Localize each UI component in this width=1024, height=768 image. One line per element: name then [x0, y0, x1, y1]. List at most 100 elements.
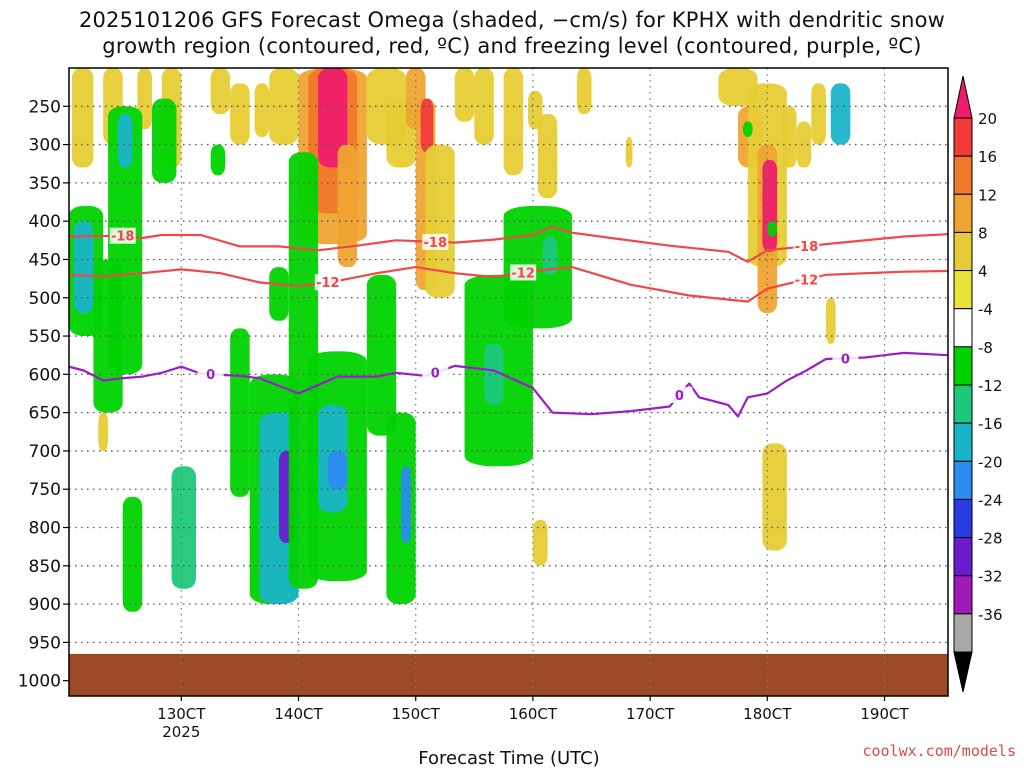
omega-region [532, 519, 548, 566]
colorbar-swatch [953, 308, 973, 348]
omega-region [537, 113, 558, 199]
omega-region [742, 121, 753, 137]
colorbar: 20 16 12 8 4 -4 -8 -12 -16 -20 -24 -28 -32 -36 [953, 75, 1003, 693]
y-tick-label: 900 [29, 595, 61, 615]
colorbar-swatch [953, 575, 973, 615]
omega-region [269, 68, 299, 145]
y-tick-label: 500 [29, 289, 61, 309]
omega-region [210, 144, 226, 176]
colorbar-label: -8 [978, 339, 993, 357]
y-tick-label: 450 [29, 250, 61, 270]
contour-label: 0 [841, 352, 850, 367]
colorbar-bottom-arrow [953, 651, 973, 693]
omega-region [117, 113, 133, 168]
omega-region [454, 68, 475, 122]
contour-label: -18 [424, 236, 448, 251]
colorbar-label: -20 [978, 453, 1003, 471]
omega-region [230, 83, 250, 145]
terrain-surface [69, 653, 948, 696]
x-tick-label: 150CT [392, 705, 441, 723]
y-tick-label: 850 [29, 557, 61, 577]
contour-label: -18 [111, 230, 135, 245]
contour-line [69, 266, 948, 303]
x-year-label: 2025 [162, 723, 200, 741]
omega-region [542, 236, 558, 275]
plot-frame [68, 67, 949, 697]
omega-region [366, 274, 397, 436]
contour-label-bg [422, 364, 449, 381]
colorbar-label: 12 [978, 186, 997, 204]
omega-region [254, 83, 270, 137]
contour-label-bg [109, 227, 136, 244]
omega-region [503, 68, 524, 176]
omega-region [762, 443, 787, 551]
chart-title-line-1: 2025101206 GFS Forecast Omega (shaded, −… [78, 8, 946, 32]
omega-region [269, 267, 289, 321]
omega-region [830, 83, 851, 145]
colorbar-label: 20 [978, 110, 997, 128]
contour-label-bg [832, 350, 859, 367]
y-tick-label: 650 [29, 404, 61, 424]
x-tick-label: 160CT [509, 705, 558, 723]
contour-label: 0 [675, 389, 684, 404]
colorbar-swatch [953, 384, 973, 424]
colorbar-swatch [953, 231, 973, 272]
contour-label-bg [510, 264, 537, 281]
colorbar-swatch [953, 537, 973, 577]
colorbar-label: 16 [978, 148, 997, 166]
contour-label-bg [793, 271, 820, 288]
contour-line [69, 351, 948, 418]
contour-label-bg [422, 233, 449, 250]
colorbar-label: -36 [978, 606, 1003, 624]
omega-region [767, 221, 778, 237]
colorbar-swatch [953, 613, 973, 653]
omega-region [386, 412, 416, 605]
grid-lines [69, 68, 948, 696]
contour-label: -12 [316, 276, 340, 291]
y-tick-label: 1000 [18, 672, 61, 692]
colorbar-swatch [953, 270, 973, 310]
y-tick-label: 350 [29, 174, 61, 194]
temperature-contours: -18 -18 -18 -12 -12 -12 0 0 0 0 [69, 225, 948, 418]
omega-region [781, 106, 797, 168]
omega-region [762, 159, 778, 252]
y-tick-label: 250 [29, 97, 61, 117]
x-axis: 130CT 140CT 150CT 160CT 170CT 180CT 190CT 2025 [157, 696, 909, 741]
y-tick-label: 400 [29, 212, 61, 232]
omega-region [71, 68, 94, 168]
colorbar-label: -28 [978, 530, 1003, 548]
x-tick-label: 180CT [743, 705, 792, 723]
omega-region [401, 466, 411, 543]
y-tick-label: 800 [29, 519, 61, 539]
omega-region [811, 83, 826, 145]
terrain-fill [69, 653, 948, 696]
colorbar-swatch [953, 117, 973, 157]
contour-label-bg [793, 238, 820, 255]
omega-region [327, 450, 348, 490]
colorbar-label: -32 [978, 568, 1003, 586]
contour-line [69, 225, 948, 263]
contour-label: -18 [795, 240, 819, 255]
colorbar-top-arrow [953, 75, 973, 119]
contour-label-bg [197, 366, 224, 383]
y-axis: 250 300 350 400 450 500 550 600 650 700 750 800 850 9… [18, 97, 69, 692]
y-tick-label: 300 [29, 136, 61, 156]
y-tick-label: 550 [29, 327, 61, 347]
colorbar-swatch [953, 498, 973, 539]
contour-label-bg [666, 387, 693, 404]
y-tick-label: 950 [29, 633, 61, 653]
colorbar-swatch [953, 460, 973, 500]
x-tick-label: 130CT [157, 705, 206, 723]
x-axis-label: Forecast Time (UTC) [418, 748, 599, 768]
y-tick-label: 600 [29, 365, 61, 385]
colorbar-label: -4 [978, 301, 993, 319]
credit-text: coolwx.com/models [862, 742, 1016, 760]
y-tick-label: 700 [29, 442, 61, 462]
omega-region [73, 221, 94, 314]
omega-region [484, 343, 504, 405]
omega-region [318, 68, 348, 168]
x-tick-label: 140CT [274, 705, 323, 723]
contour-label: -12 [795, 273, 819, 288]
colorbar-swatch [953, 422, 973, 462]
